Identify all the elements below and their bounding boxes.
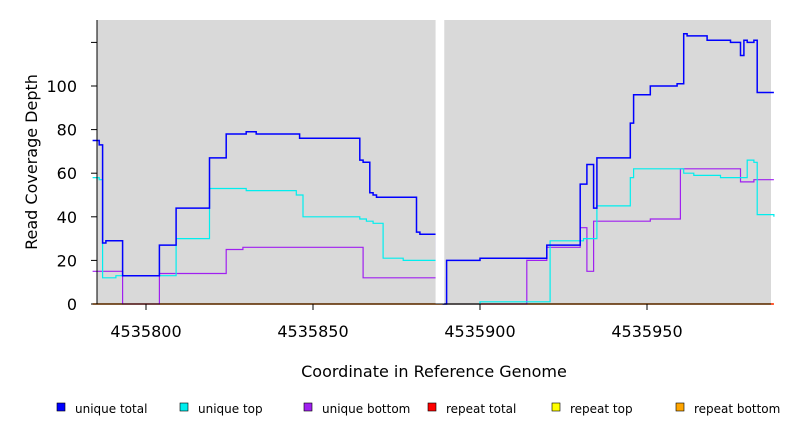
x-axis-title: Coordinate in Reference Genome: [301, 362, 567, 381]
x-axis-ticks: 4535800 4535850 4535900 4535950: [110, 304, 683, 341]
legend-swatch: [303, 402, 313, 412]
legend-label: repeat total: [446, 402, 516, 416]
legend-item-repeat-top: repeat top: [551, 402, 633, 416]
plot-panel: [97, 20, 771, 304]
y-tick-label: 40: [57, 208, 77, 227]
y-axis-title: Read Coverage Depth: [22, 74, 41, 250]
legend-item-unique-total: unique total: [56, 402, 147, 416]
x-tick-label: 4535800: [110, 322, 181, 341]
legend-item-repeat-bottom: repeat bottom: [675, 402, 780, 416]
series-line-unique-top: [92, 159, 775, 305]
legend-label: unique total: [75, 402, 147, 416]
x-tick-label: 4535850: [277, 322, 348, 341]
legend-item-unique-bottom: unique bottom: [303, 402, 410, 416]
y-tick-label: 60: [57, 164, 77, 183]
y-axis-ticks: 0 20 40 60 80 100: [46, 41, 97, 314]
legend-item-repeat-total: repeat total: [427, 402, 516, 416]
legend-label: repeat top: [570, 402, 633, 416]
legend-label: repeat bottom: [694, 402, 780, 416]
y-tick-label: 20: [57, 251, 77, 270]
y-tick-label: 100: [46, 77, 77, 96]
x-tick-label: 4535950: [611, 322, 682, 341]
y-tick-label: 0: [67, 295, 77, 314]
legend-item-unique-top: unique top: [179, 402, 263, 416]
x-tick-label: 4535900: [444, 322, 515, 341]
legend-label: unique bottom: [322, 402, 410, 416]
legend: unique total unique top unique bottom repea…: [56, 402, 780, 416]
legend-label: unique top: [198, 402, 263, 416]
legend-swatch: [551, 402, 561, 412]
legend-swatch: [675, 402, 685, 412]
coordinate-gap: [435, 20, 445, 304]
legend-swatch: [179, 402, 189, 412]
legend-swatch: [427, 402, 437, 412]
legend-swatch: [56, 402, 66, 412]
y-tick-label: 80: [57, 121, 77, 140]
